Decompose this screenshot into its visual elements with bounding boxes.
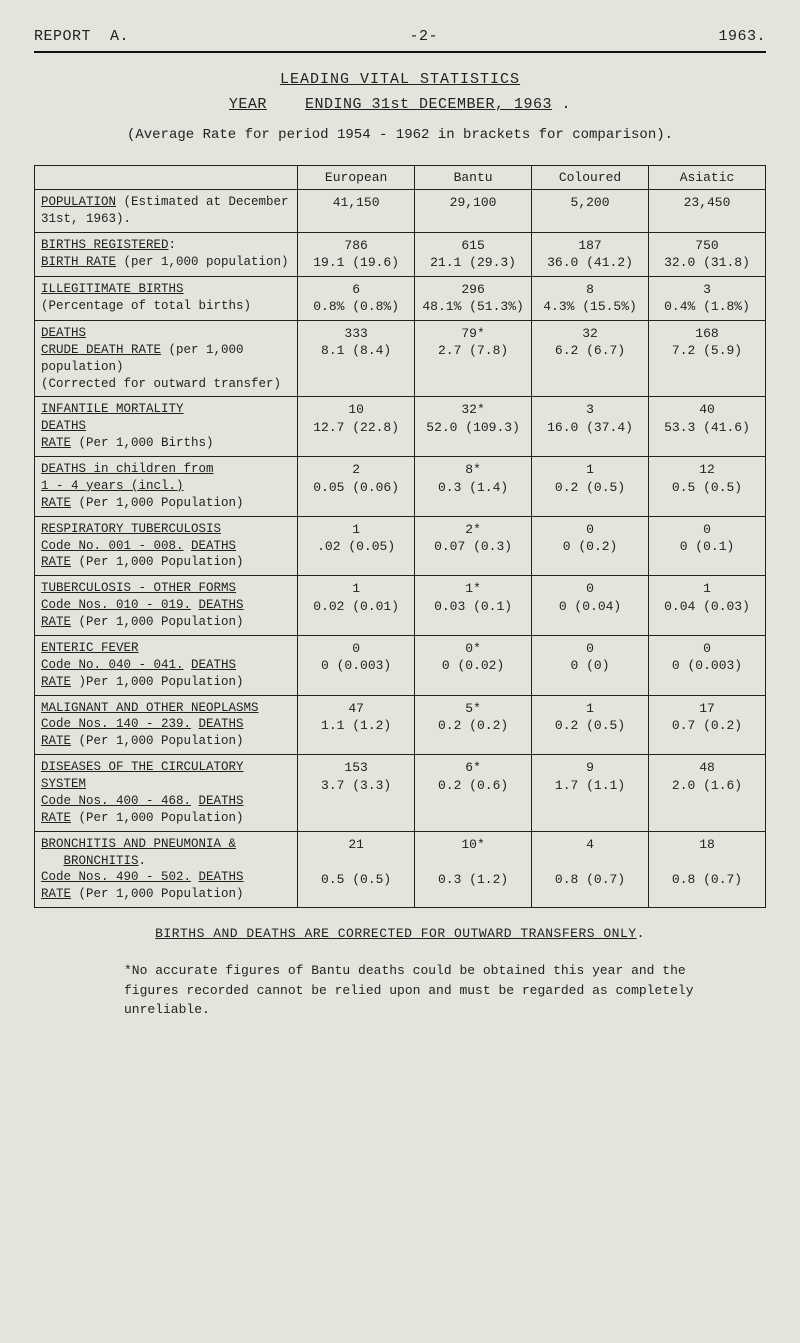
row-value: 79* 2.7 (7.8) [415, 320, 532, 397]
table-row: RESPIRATORY TUBERCULOSISCode No. 001 - 0… [35, 516, 766, 576]
row-value: 2 0.05 (0.06) [298, 457, 415, 517]
table-row: BRONCHITIS AND PNEUMONIA & BRONCHITIS.Co… [35, 831, 766, 908]
header-rule [34, 51, 766, 53]
row-value: 29,100 [415, 190, 532, 233]
row-label: DEATHSCRUDE DEATH RATE (per 1,000 popula… [35, 320, 298, 397]
row-value: 168 7.2 (5.9) [649, 320, 766, 397]
table-row: ENTERIC FEVERCode No. 040 - 041. DEATHSR… [35, 635, 766, 695]
table-row: POPULATION (Estimated at December 31st, … [35, 190, 766, 233]
row-value: 1* 0.03 (0.1) [415, 576, 532, 636]
row-value: 0* 0 (0.02) [415, 635, 532, 695]
row-value: 6* 0.2 (0.6) [415, 755, 532, 832]
row-value: 5* 0.2 (0.2) [415, 695, 532, 755]
row-value: 296 48.1% (51.3%) [415, 276, 532, 320]
row-value: 153 3.7 (3.3) [298, 755, 415, 832]
header-center: -2- [409, 28, 438, 45]
subtitle-mid: ENDING 31st DECEMBER, 1963 [305, 96, 552, 113]
row-label: POPULATION (Estimated at December 31st, … [35, 190, 298, 233]
stats-table: European Bantu Coloured Asiatic POPULATI… [34, 165, 766, 908]
row-value: 1 0.2 (0.5) [532, 695, 649, 755]
row-value: 5,200 [532, 190, 649, 233]
row-value: 40 53.3 (41.6) [649, 397, 766, 457]
subtitle-year: YEAR [229, 96, 267, 113]
table-header-row: European Bantu Coloured Asiatic [35, 166, 766, 190]
row-value: 3 16.0 (37.4) [532, 397, 649, 457]
row-label: DEATHS in children from1 - 4 years (incl… [35, 457, 298, 517]
row-value: 0 0 (0.003) [649, 635, 766, 695]
row-value: 21 0.5 (0.5) [298, 831, 415, 908]
row-value: 32 6.2 (6.7) [532, 320, 649, 397]
average-note: (Average Rate for period 1954 - 1962 in … [34, 127, 766, 143]
row-value: 12 0.5 (0.5) [649, 457, 766, 517]
row-value: 41,150 [298, 190, 415, 233]
table-row: DEATHSCRUDE DEATH RATE (per 1,000 popula… [35, 320, 766, 397]
row-value: 48 2.0 (1.6) [649, 755, 766, 832]
col-blank [35, 166, 298, 190]
corrected-note-dot: . [637, 926, 645, 941]
row-value: 786 19.1 (19.6) [298, 232, 415, 276]
row-value: 2* 0.07 (0.3) [415, 516, 532, 576]
page: REPORT A. -2- 1963. LEADING VITAL STATIS… [0, 0, 800, 1343]
row-value: 0 0 (0.003) [298, 635, 415, 695]
row-label: ENTERIC FEVERCode No. 040 - 041. DEATHSR… [35, 635, 298, 695]
corrected-note-text: BIRTHS AND DEATHS ARE CORRECTED FOR OUTW… [155, 926, 636, 941]
row-value: 8 4.3% (15.5%) [532, 276, 649, 320]
row-value: 8* 0.3 (1.4) [415, 457, 532, 517]
row-value: 18 0.8 (0.7) [649, 831, 766, 908]
table-row: DISEASES OF THE CIRCULATORY SYSTEMCode N… [35, 755, 766, 832]
row-label: TUBERCULOSIS - OTHER FORMSCode Nos. 010 … [35, 576, 298, 636]
page-header: REPORT A. -2- 1963. [34, 28, 766, 45]
header-left: REPORT A. [34, 28, 129, 45]
row-label: MALIGNANT AND OTHER NEOPLASMSCode Nos. 1… [35, 695, 298, 755]
row-value: 17 0.7 (0.2) [649, 695, 766, 755]
row-value: 47 1.1 (1.2) [298, 695, 415, 755]
row-value: 187 36.0 (41.2) [532, 232, 649, 276]
col-bantu: Bantu [415, 166, 532, 190]
row-label: INFANTILE MORTALITYDEATHSRATE (Per 1,000… [35, 397, 298, 457]
row-value: 0 0 (0.2) [532, 516, 649, 576]
row-value: 1 .02 (0.05) [298, 516, 415, 576]
col-asiatic: Asiatic [649, 166, 766, 190]
row-value: 9 1.7 (1.1) [532, 755, 649, 832]
row-value: 0 0 (0.04) [532, 576, 649, 636]
table-row: DEATHS in children from1 - 4 years (incl… [35, 457, 766, 517]
row-value: 750 32.0 (31.8) [649, 232, 766, 276]
row-value: 615 21.1 (29.3) [415, 232, 532, 276]
row-value: 4 0.8 (0.7) [532, 831, 649, 908]
corrected-note: BIRTHS AND DEATHS ARE CORRECTED FOR OUTW… [34, 926, 766, 941]
row-value: 6 0.8% (0.8%) [298, 276, 415, 320]
main-title: LEADING VITAL STATISTICS [34, 71, 766, 88]
col-european: European [298, 166, 415, 190]
row-value: 32* 52.0 (109.3) [415, 397, 532, 457]
row-value: 10 12.7 (22.8) [298, 397, 415, 457]
table-row: INFANTILE MORTALITYDEATHSRATE (Per 1,000… [35, 397, 766, 457]
row-value: 0 0 (0) [532, 635, 649, 695]
row-value: 1 0.02 (0.01) [298, 576, 415, 636]
row-value: 1 0.2 (0.5) [532, 457, 649, 517]
table-row: ILLEGITIMATE BIRTHS(Percentage of total … [35, 276, 766, 320]
subtitle: YEAR ENDING 31st DECEMBER, 1963 . [34, 96, 766, 113]
row-value: 1 0.04 (0.03) [649, 576, 766, 636]
table-row: TUBERCULOSIS - OTHER FORMSCode Nos. 010 … [35, 576, 766, 636]
col-coloured: Coloured [532, 166, 649, 190]
row-label: BRONCHITIS AND PNEUMONIA & BRONCHITIS.Co… [35, 831, 298, 908]
row-value: 23,450 [649, 190, 766, 233]
row-value: 3 0.4% (1.8%) [649, 276, 766, 320]
row-value: 10* 0.3 (1.2) [415, 831, 532, 908]
row-label: DISEASES OF THE CIRCULATORY SYSTEMCode N… [35, 755, 298, 832]
row-value: 0 0 (0.1) [649, 516, 766, 576]
header-right: 1963. [718, 28, 766, 45]
row-label: RESPIRATORY TUBERCULOSISCode No. 001 - 0… [35, 516, 298, 576]
table-row: BIRTHS REGISTERED:BIRTH RATE (per 1,000 … [35, 232, 766, 276]
row-label: BIRTHS REGISTERED:BIRTH RATE (per 1,000 … [35, 232, 298, 276]
table-row: MALIGNANT AND OTHER NEOPLASMSCode Nos. 1… [35, 695, 766, 755]
row-label: ILLEGITIMATE BIRTHS(Percentage of total … [35, 276, 298, 320]
subtitle-suffix: . [562, 96, 572, 113]
footnote: *No accurate figures of Bantu deaths cou… [124, 961, 726, 1020]
row-value: 333 8.1 (8.4) [298, 320, 415, 397]
